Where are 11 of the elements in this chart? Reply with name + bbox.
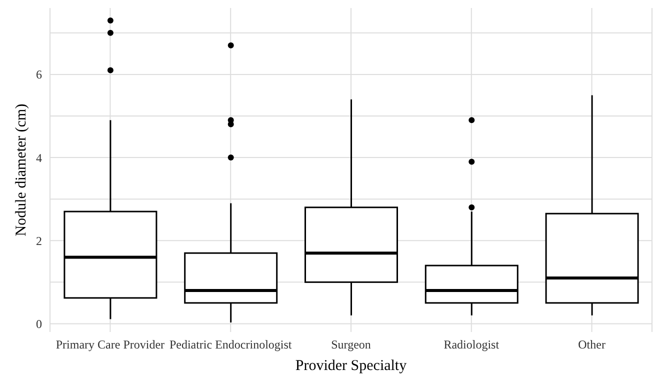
y-axis-title: Nodule diameter (cm) [13,104,30,236]
y-tick-label: 0 [36,316,42,331]
y-tick-label: 2 [36,234,42,248]
x-tick-label: Other [578,338,606,352]
x-tick-label: Radiologist [444,338,500,352]
x-tick-label: Surgeon [331,338,371,352]
y-tick-label: 4 [36,150,42,165]
x-tick-label: Primary Care Provider [56,338,165,352]
x-axis-title: Provider Specialty [295,358,408,374]
x-tick-label: Pediatric Endocrinologist [169,338,292,352]
y-tick-label: 6 [36,68,42,82]
